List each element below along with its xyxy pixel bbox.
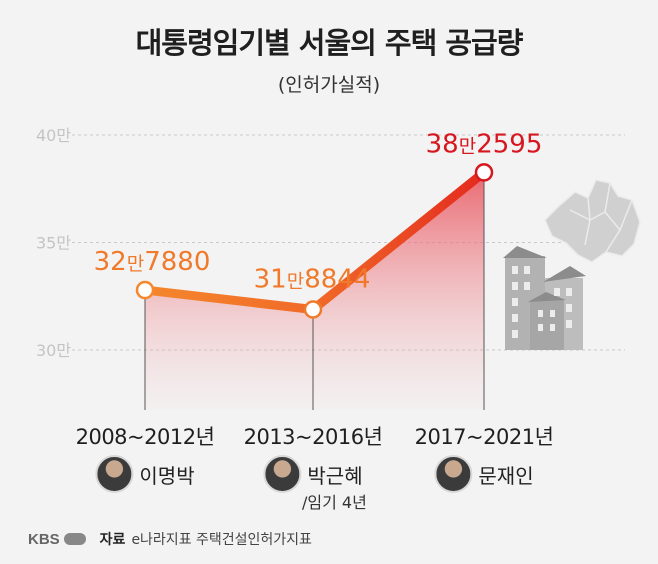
source-text: e나라지표 주택건설인허가지표 <box>131 532 312 548</box>
portrait-icon <box>95 455 134 493</box>
kbs-logo-icon <box>63 533 86 545</box>
data-point <box>135 280 155 300</box>
value-label: 32만7880 <box>94 247 211 277</box>
president-moon: 문재인 <box>434 455 534 493</box>
source-label: 자료 <box>99 532 126 548</box>
period-label: 2017~2021년 <box>414 425 554 449</box>
portrait-icon <box>434 455 473 493</box>
footer: KBS 자료 e나라지표 주택건설인허가지표 <box>28 529 312 549</box>
area-fill <box>145 172 484 410</box>
y-tick-label: 30만 <box>36 341 71 360</box>
line-chart: 30만 35만 40만 32만7880 31만8844 38만2595 <box>36 126 641 410</box>
y-tick-label: 40만 <box>36 126 71 145</box>
chart-title: 대통령임기별 서울의 주택 공급량 <box>135 26 524 60</box>
kbs-logo: KBS <box>28 530 60 548</box>
president-name: 박근혜 <box>307 463 363 488</box>
seoul-map-icon <box>544 179 641 263</box>
value-label: 31만8844 <box>254 264 371 294</box>
president-name: 이명박 <box>139 463 195 488</box>
term-note: /임기 4년 <box>302 493 367 512</box>
president-park: 박근혜 <box>263 455 363 493</box>
y-tick-label: 35만 <box>36 234 71 253</box>
value-label: 38만2595 <box>426 129 543 159</box>
data-point <box>303 300 323 319</box>
chart-subtitle: (인허가실적) <box>277 74 381 96</box>
period-label: 2008~2012년 <box>75 425 215 449</box>
period-label: 2013~2016년 <box>243 425 383 449</box>
data-point <box>474 163 494 182</box>
president-name: 문재인 <box>478 463 534 488</box>
seoul-apartments-illustration <box>503 179 641 350</box>
portrait-icon <box>263 455 302 493</box>
president-lee: 이명박 <box>95 455 195 493</box>
